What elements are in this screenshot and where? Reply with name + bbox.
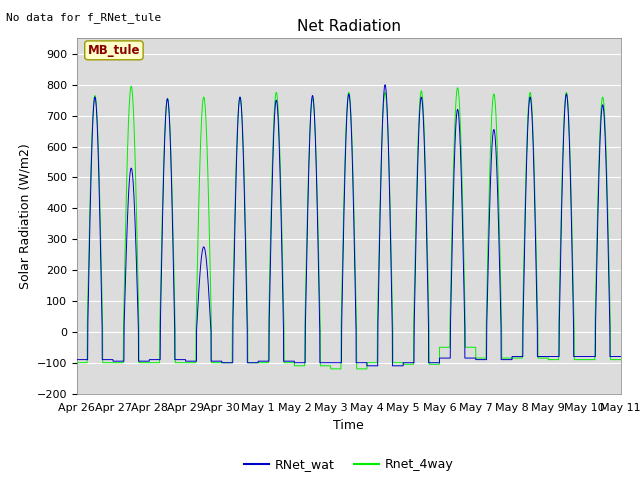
- Legend: RNet_wat, Rnet_4way: RNet_wat, Rnet_4way: [239, 453, 459, 476]
- Title: Net Radiation: Net Radiation: [297, 20, 401, 35]
- Text: MB_tule: MB_tule: [88, 44, 140, 57]
- X-axis label: Time: Time: [333, 419, 364, 432]
- Y-axis label: Solar Radiation (W/m2): Solar Radiation (W/m2): [18, 143, 31, 289]
- Text: No data for f_RNet_tule: No data for f_RNet_tule: [6, 12, 162, 23]
